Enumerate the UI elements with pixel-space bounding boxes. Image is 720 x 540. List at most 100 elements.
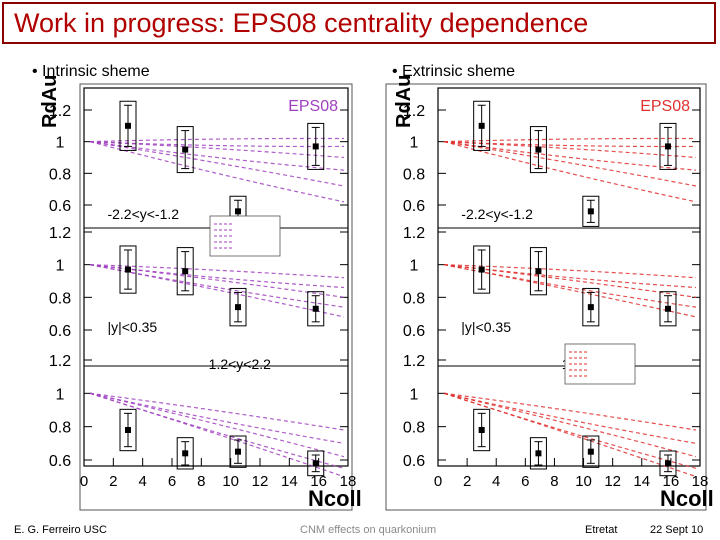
y-tick-label: 0.8 [49,166,71,183]
panel-label: |y|<0.35 [461,319,511,335]
data-point [664,305,671,312]
data-point [587,304,594,311]
theory-curve [443,392,697,444]
data-point [182,450,189,457]
theory-curve [443,392,697,431]
data-point [664,143,671,150]
y-tick-label: 0.6 [403,453,425,470]
x-tick-label: 2 [463,473,471,490]
x-axis-label: Ncoll [308,486,362,511]
syst-box [659,291,677,327]
theory-curve [443,141,697,159]
theory-curve [443,141,697,203]
y-tick-label: 1.2 [403,225,425,242]
theory-curve [89,392,345,431]
syst-box [582,287,600,327]
y-tick-label: 1 [56,386,65,403]
data-point [235,208,241,215]
data-point [125,427,131,433]
syst-box [307,291,325,327]
theory-curve [89,264,345,308]
x-tick-label: 14 [281,473,298,490]
syst-box [529,126,547,174]
theory-curve [443,264,697,279]
syst-box [229,287,247,327]
y-tick-label: 1 [410,386,419,403]
panel-1: 1.2 1 0.8 0.6 -2.2<y<-1.2 [49,100,348,227]
y-tick-label: 0.6 [403,323,425,340]
x-tick-label: 4 [492,473,500,490]
data-point [312,305,319,312]
theory-curve [89,392,345,444]
data-point [478,427,485,433]
y-tick-label: 0.8 [403,290,425,307]
chart-extrinsic: EPS08 RdAu Ncoll 1.2 1 0.8 0.6 -2.2<y<-1.2 1.2 1 0… [385,75,714,511]
y-tick-label: 0.6 [403,198,425,215]
x-tick-label: 6 [521,473,529,490]
y-tick-label: 1 [56,135,65,152]
data-point [235,448,241,455]
panel-2: 1.2 1 0.8 0.6 |y|<0.35 [49,225,348,340]
panel-2: 1.2 1 0.8 0.6 |y|<0.35 [403,225,700,340]
theory-curve [89,141,345,187]
y-axis-label: RdAu [393,75,415,128]
syst-box [176,247,194,296]
panel-3: 1.2 1 0.8 0.6 1.2<y<2.2 [49,353,348,478]
data-point [182,268,189,275]
x-tick-label: 18 [340,473,357,490]
syst-box [119,245,137,294]
theory-curve [443,264,697,298]
y-tick-label: 0.8 [403,420,425,437]
data-point [587,208,594,215]
title-box: Work in progress: EPS08 centrality depen… [2,2,716,44]
x-tick-label: 12 [252,473,269,490]
plot-border [83,87,349,467]
x-tick-label: 8 [550,473,558,490]
x-tick-label: 2 [109,473,117,490]
chart-title: EPS08 [288,98,338,115]
theory-curve [89,264,345,318]
data-point [125,122,131,129]
syst-box [307,122,325,170]
data-point [535,268,542,275]
panel-label: 1.2<y<2.2 [209,356,271,372]
x-tick-label: 10 [222,473,239,490]
syst-box [582,195,600,227]
x-axis-label: Ncoll [660,486,714,511]
footer-center: CNM effects on quarkonium [300,524,437,536]
panel-label: -2.2<y<-1.2 [461,206,533,222]
theory-curve [443,137,697,143]
x-tick-label: 18 [692,473,709,490]
theory-curve [89,392,345,478]
syst-box [176,437,194,470]
data-point [312,460,319,467]
x-tick-label: 0 [80,473,88,490]
y-tick-label: 1.2 [49,103,71,120]
syst-box [582,435,600,468]
right-heading: • Extrinsic sheme [392,63,515,80]
data-point [235,304,241,311]
theory-curve [89,141,345,171]
panel-label: -2.2<y<-1.2 [107,206,179,222]
y-tick-label: 1.2 [49,353,71,370]
theory-curve [443,141,697,187]
theory-curve [89,141,345,203]
y-axis-label: RdAu [39,75,61,128]
syst-box [307,450,325,477]
chart-frame [79,83,353,511]
y-tick-label: 1 [410,258,419,275]
theory-curve [89,264,345,279]
syst-box [119,408,137,452]
y-tick-label: 1 [56,258,65,275]
legend [564,343,636,385]
x-tick-label: 8 [197,473,205,490]
left-heading: • Intrinsic sheme [32,63,150,80]
chart-title: EPS08 [640,98,690,115]
theory-curve [443,264,697,318]
y-tick-label: 1.2 [49,225,71,242]
y-tick-label: 1 [410,135,419,152]
syst-box [473,408,491,452]
slide-title: Work in progress: EPS08 centrality depen… [14,8,589,38]
data-point [587,448,594,455]
